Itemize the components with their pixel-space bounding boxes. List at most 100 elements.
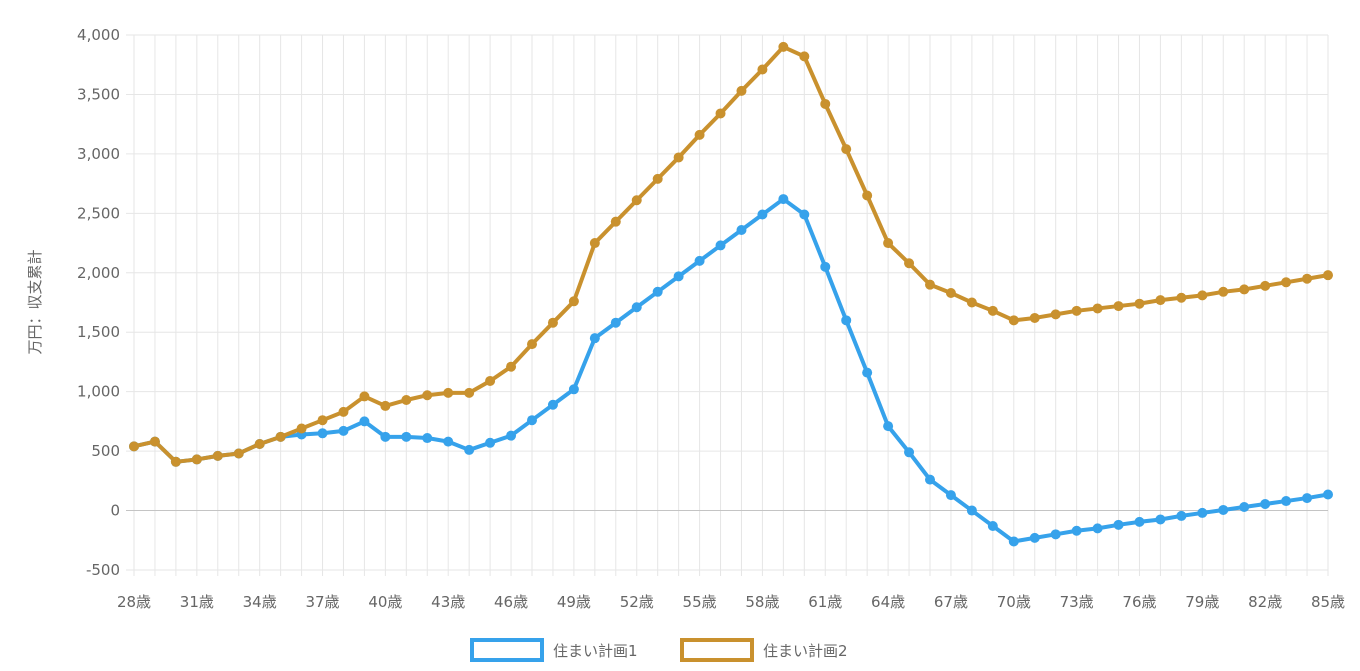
data-point[interactable] <box>1239 501 1250 512</box>
data-point[interactable] <box>338 406 349 417</box>
data-point[interactable] <box>1134 298 1145 309</box>
data-point[interactable] <box>862 367 873 378</box>
data-point[interactable] <box>317 415 328 426</box>
data-point[interactable] <box>799 51 810 62</box>
data-point[interactable] <box>736 224 747 235</box>
data-point[interactable] <box>547 399 558 410</box>
data-point[interactable] <box>422 390 433 401</box>
data-point[interactable] <box>1050 309 1061 320</box>
data-point[interactable] <box>778 41 789 52</box>
data-point[interactable] <box>1302 273 1313 284</box>
data-point[interactable] <box>652 173 663 184</box>
data-point[interactable] <box>757 64 768 75</box>
data-point[interactable] <box>485 437 496 448</box>
data-point[interactable] <box>170 456 181 467</box>
data-point[interactable] <box>925 279 935 290</box>
data-point[interactable] <box>987 521 998 532</box>
data-point[interactable] <box>652 286 663 297</box>
data-point[interactable] <box>1218 286 1229 297</box>
data-point[interactable] <box>422 433 433 444</box>
data-point[interactable] <box>1050 529 1061 540</box>
data-point[interactable] <box>631 302 642 313</box>
data-point[interactable] <box>1092 523 1103 534</box>
data-point[interactable] <box>1092 303 1103 314</box>
data-point[interactable] <box>568 296 579 307</box>
data-point[interactable] <box>987 305 998 316</box>
data-point[interactable] <box>1323 270 1333 281</box>
data-point[interactable] <box>1113 301 1124 312</box>
data-point[interactable] <box>568 384 579 395</box>
data-point[interactable] <box>149 436 160 447</box>
data-point[interactable] <box>757 209 768 220</box>
data-point[interactable] <box>485 375 496 386</box>
data-point[interactable] <box>547 317 558 328</box>
data-point[interactable] <box>966 505 977 516</box>
data-point[interactable] <box>673 271 684 282</box>
data-point[interactable] <box>1029 312 1040 323</box>
data-point[interactable] <box>778 194 789 205</box>
data-point[interactable] <box>1155 514 1166 525</box>
data-point[interactable] <box>862 190 873 201</box>
data-point[interactable] <box>883 421 894 432</box>
data-point[interactable] <box>841 144 852 155</box>
data-point[interactable] <box>1197 507 1208 518</box>
data-point[interactable] <box>694 129 705 140</box>
data-point[interactable] <box>589 238 600 249</box>
data-point[interactable] <box>1323 489 1333 500</box>
data-point[interactable] <box>317 428 328 439</box>
data-point[interactable] <box>527 415 537 426</box>
legend-item-2[interactable]: 住まい計画2 <box>680 638 848 662</box>
data-point[interactable] <box>129 441 139 452</box>
data-point[interactable] <box>925 474 935 485</box>
data-point[interactable] <box>1281 496 1292 507</box>
data-point[interactable] <box>715 108 726 119</box>
data-point[interactable] <box>841 315 852 326</box>
data-point[interactable] <box>1155 295 1166 306</box>
data-point[interactable] <box>631 195 642 206</box>
data-point[interactable] <box>945 490 956 501</box>
data-point[interactable] <box>1218 504 1229 515</box>
data-point[interactable] <box>1281 277 1292 288</box>
data-point[interactable] <box>443 387 454 398</box>
data-point[interactable] <box>338 425 349 436</box>
data-point[interactable] <box>1176 510 1187 521</box>
data-point[interactable] <box>233 448 244 459</box>
data-point[interactable] <box>254 438 265 449</box>
data-point[interactable] <box>464 387 475 398</box>
data-point[interactable] <box>694 255 705 266</box>
data-point[interactable] <box>1134 516 1145 527</box>
data-point[interactable] <box>715 240 726 251</box>
data-point[interactable] <box>1239 284 1250 295</box>
data-point[interactable] <box>966 297 977 308</box>
data-point[interactable] <box>191 454 202 465</box>
data-point[interactable] <box>820 261 831 272</box>
data-point[interactable] <box>1302 493 1313 504</box>
data-point[interactable] <box>673 152 684 163</box>
data-point[interactable] <box>610 216 621 227</box>
data-point[interactable] <box>527 339 537 350</box>
data-point[interactable] <box>506 430 517 441</box>
data-point[interactable] <box>883 238 894 249</box>
data-point[interactable] <box>1260 280 1271 291</box>
data-point[interactable] <box>1071 305 1082 316</box>
data-point[interactable] <box>359 416 370 427</box>
data-point[interactable] <box>380 431 391 442</box>
data-point[interactable] <box>1071 525 1082 536</box>
data-point[interactable] <box>799 209 810 220</box>
data-point[interactable] <box>1176 292 1187 303</box>
data-point[interactable] <box>820 98 831 109</box>
data-point[interactable] <box>1008 315 1019 326</box>
data-point[interactable] <box>1113 519 1124 530</box>
data-point[interactable] <box>1008 536 1019 547</box>
data-point[interactable] <box>1029 532 1040 543</box>
data-point[interactable] <box>610 317 621 328</box>
data-point[interactable] <box>275 431 286 442</box>
data-point[interactable] <box>589 333 600 344</box>
data-point[interactable] <box>1260 499 1271 510</box>
data-point[interactable] <box>1197 290 1208 301</box>
data-point[interactable] <box>212 450 223 461</box>
data-point[interactable] <box>401 431 412 442</box>
data-point[interactable] <box>506 361 517 372</box>
data-point[interactable] <box>904 258 915 269</box>
data-point[interactable] <box>736 85 747 96</box>
